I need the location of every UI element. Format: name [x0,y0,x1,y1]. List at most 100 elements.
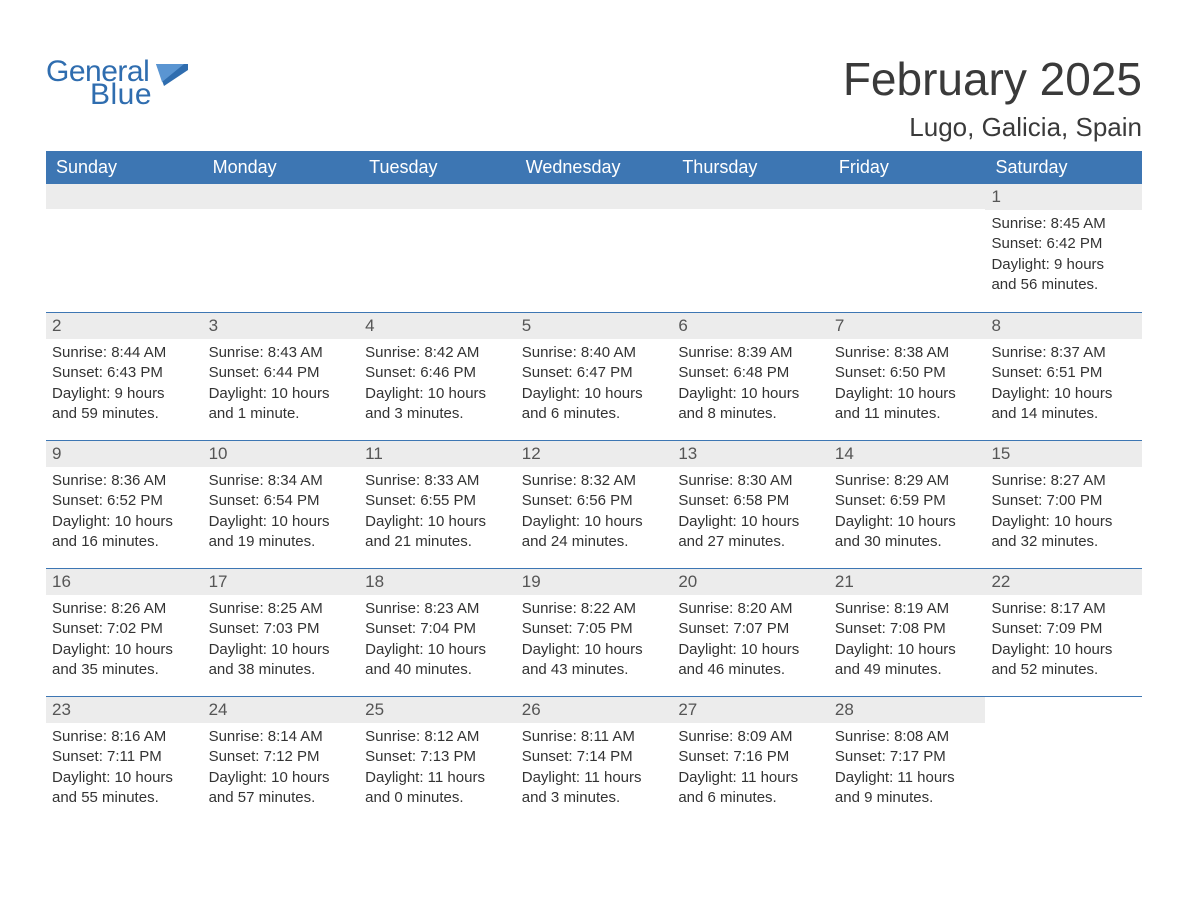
day-number: 2 [46,313,203,339]
day-number: 10 [203,441,360,467]
day-sunset: Sunset: 7:16 PM [678,747,823,767]
day-sunrise: Sunrise: 8:27 AM [991,471,1136,491]
day-number: 9 [46,441,203,467]
day-sunrise: Sunrise: 8:36 AM [52,471,197,491]
day-body: Sunrise: 8:37 AMSunset: 6:51 PMDaylight:… [985,339,1142,432]
day-daylight1: Daylight: 10 hours [678,384,823,404]
day-sunset: Sunset: 7:08 PM [835,619,980,639]
day-sunrise: Sunrise: 8:23 AM [365,599,510,619]
day-cell [672,184,829,312]
day-header-tuesday: Tuesday [359,151,516,184]
day-cell: 17Sunrise: 8:25 AMSunset: 7:03 PMDayligh… [203,569,360,696]
page-header: General Blue February 2025 Lugo, Galicia… [46,20,1142,143]
day-daylight1: Daylight: 10 hours [52,640,197,660]
day-body: Sunrise: 8:33 AMSunset: 6:55 PMDaylight:… [359,467,516,560]
day-cell: 28Sunrise: 8:08 AMSunset: 7:17 PMDayligh… [829,697,986,824]
location-subtitle: Lugo, Galicia, Spain [843,112,1142,143]
day-cell: 15Sunrise: 8:27 AMSunset: 7:00 PMDayligh… [985,441,1142,568]
day-body: Sunrise: 8:45 AMSunset: 6:42 PMDaylight:… [985,210,1142,303]
day-body: Sunrise: 8:43 AMSunset: 6:44 PMDaylight:… [203,339,360,432]
day-daylight1: Daylight: 10 hours [678,640,823,660]
week-row: 23Sunrise: 8:16 AMSunset: 7:11 PMDayligh… [46,696,1142,824]
day-daylight1: Daylight: 10 hours [991,384,1136,404]
day-body: Sunrise: 8:36 AMSunset: 6:52 PMDaylight:… [46,467,203,560]
day-body: Sunrise: 8:34 AMSunset: 6:54 PMDaylight:… [203,467,360,560]
day-daylight1: Daylight: 11 hours [365,768,510,788]
day-sunset: Sunset: 6:43 PM [52,363,197,383]
day-body: Sunrise: 8:30 AMSunset: 6:58 PMDaylight:… [672,467,829,560]
day-sunrise: Sunrise: 8:34 AM [209,471,354,491]
day-daylight1: Daylight: 10 hours [365,512,510,532]
day-daylight1: Daylight: 10 hours [365,640,510,660]
day-cell [985,697,1142,824]
day-sunrise: Sunrise: 8:39 AM [678,343,823,363]
logo: General Blue [46,58,188,108]
day-cell: 6Sunrise: 8:39 AMSunset: 6:48 PMDaylight… [672,313,829,440]
day-body: Sunrise: 8:32 AMSunset: 6:56 PMDaylight:… [516,467,673,560]
week-row: 2Sunrise: 8:44 AMSunset: 6:43 PMDaylight… [46,312,1142,440]
day-cell: 27Sunrise: 8:09 AMSunset: 7:16 PMDayligh… [672,697,829,824]
day-cell: 26Sunrise: 8:11 AMSunset: 7:14 PMDayligh… [516,697,673,824]
day-sunrise: Sunrise: 8:29 AM [835,471,980,491]
day-daylight2: and 8 minutes. [678,404,823,424]
day-number: 23 [46,697,203,723]
day-cell: 11Sunrise: 8:33 AMSunset: 6:55 PMDayligh… [359,441,516,568]
day-daylight2: and 38 minutes. [209,660,354,680]
day-daylight1: Daylight: 10 hours [365,384,510,404]
day-sunset: Sunset: 6:50 PM [835,363,980,383]
day-daylight1: Daylight: 10 hours [522,512,667,532]
day-daylight2: and 6 minutes. [522,404,667,424]
day-body: Sunrise: 8:39 AMSunset: 6:48 PMDaylight:… [672,339,829,432]
day-body: Sunrise: 8:14 AMSunset: 7:12 PMDaylight:… [203,723,360,816]
day-cell: 12Sunrise: 8:32 AMSunset: 6:56 PMDayligh… [516,441,673,568]
day-sunrise: Sunrise: 8:20 AM [678,599,823,619]
day-sunset: Sunset: 7:09 PM [991,619,1136,639]
day-cell: 22Sunrise: 8:17 AMSunset: 7:09 PMDayligh… [985,569,1142,696]
day-sunset: Sunset: 7:12 PM [209,747,354,767]
day-body: Sunrise: 8:09 AMSunset: 7:16 PMDaylight:… [672,723,829,816]
day-cell [203,184,360,312]
day-daylight2: and 49 minutes. [835,660,980,680]
day-number: 22 [985,569,1142,595]
day-body: Sunrise: 8:44 AMSunset: 6:43 PMDaylight:… [46,339,203,432]
day-cell: 9Sunrise: 8:36 AMSunset: 6:52 PMDaylight… [46,441,203,568]
day-cell: 10Sunrise: 8:34 AMSunset: 6:54 PMDayligh… [203,441,360,568]
day-number: 3 [203,313,360,339]
day-daylight1: Daylight: 10 hours [522,640,667,660]
day-daylight1: Daylight: 10 hours [522,384,667,404]
day-daylight1: Daylight: 10 hours [52,512,197,532]
day-daylight2: and 3 minutes. [365,404,510,424]
day-number: 28 [829,697,986,723]
day-sunset: Sunset: 6:48 PM [678,363,823,383]
day-cell: 23Sunrise: 8:16 AMSunset: 7:11 PMDayligh… [46,697,203,824]
day-daylight2: and 55 minutes. [52,788,197,808]
day-sunrise: Sunrise: 8:22 AM [522,599,667,619]
day-daylight2: and 32 minutes. [991,532,1136,552]
day-sunrise: Sunrise: 8:11 AM [522,727,667,747]
day-sunset: Sunset: 6:47 PM [522,363,667,383]
day-sunset: Sunset: 6:44 PM [209,363,354,383]
day-daylight2: and 9 minutes. [835,788,980,808]
day-daylight2: and 30 minutes. [835,532,980,552]
day-sunset: Sunset: 7:03 PM [209,619,354,639]
logo-word-blue: Blue [90,81,152,108]
month-title: February 2025 [843,52,1142,106]
day-body: Sunrise: 8:19 AMSunset: 7:08 PMDaylight:… [829,595,986,688]
day-daylight2: and 59 minutes. [52,404,197,424]
day-cell: 4Sunrise: 8:42 AMSunset: 6:46 PMDaylight… [359,313,516,440]
day-sunset: Sunset: 6:52 PM [52,491,197,511]
day-cell: 20Sunrise: 8:20 AMSunset: 7:07 PMDayligh… [672,569,829,696]
day-header-friday: Friday [829,151,986,184]
empty-day-bar [359,184,516,209]
day-daylight2: and 11 minutes. [835,404,980,424]
day-sunrise: Sunrise: 8:38 AM [835,343,980,363]
day-sunset: Sunset: 6:46 PM [365,363,510,383]
day-number: 25 [359,697,516,723]
day-header-row: Sunday Monday Tuesday Wednesday Thursday… [46,151,1142,184]
week-row: 9Sunrise: 8:36 AMSunset: 6:52 PMDaylight… [46,440,1142,568]
day-sunrise: Sunrise: 8:43 AM [209,343,354,363]
day-body: Sunrise: 8:11 AMSunset: 7:14 PMDaylight:… [516,723,673,816]
day-sunset: Sunset: 7:14 PM [522,747,667,767]
weeks-container: 1Sunrise: 8:45 AMSunset: 6:42 PMDaylight… [46,184,1142,824]
day-body: Sunrise: 8:16 AMSunset: 7:11 PMDaylight:… [46,723,203,816]
